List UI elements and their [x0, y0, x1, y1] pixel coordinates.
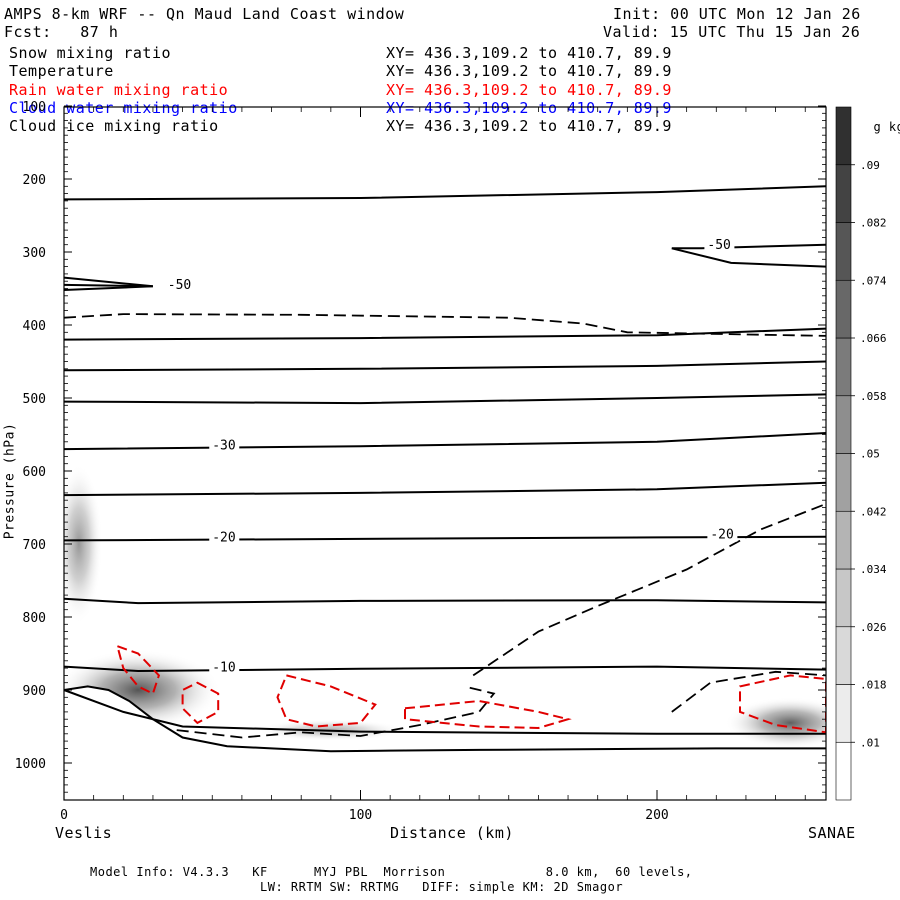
isotherm-label-2: -50	[707, 238, 730, 253]
plot-frame	[63, 106, 827, 801]
colorbar-bin-11	[835, 106, 852, 166]
valid-time: Valid: 15 UTC Thu 15 Jan 26	[603, 23, 861, 41]
colorbar-bin-1	[835, 684, 852, 743]
rain-contour-1	[181, 681, 220, 725]
colorbar-bin-10	[835, 164, 852, 223]
isotherm-line-13	[64, 689, 826, 735]
y-tick-label-7: 800	[23, 611, 46, 626]
isotherm-line-4	[64, 185, 826, 201]
colorbar-label-6: .058	[860, 390, 887, 403]
field-xy-rain: XY= 436.3,109.2 to 410.7, 89.9	[386, 81, 672, 99]
isotherm-line-12	[64, 665, 826, 673]
colorbar-label-1: .018	[860, 679, 887, 692]
isotherm-line-8	[64, 432, 826, 451]
dashed-line-1	[472, 503, 826, 677]
y-tick-label-0: 100	[23, 100, 46, 115]
isotherm-line-6	[64, 360, 826, 372]
isotherm-label-0: -50	[168, 278, 191, 293]
isotherm-line-11	[64, 597, 826, 605]
y-tick-label-5: 600	[23, 465, 46, 480]
right-endpoint-label: SANAE	[808, 824, 856, 842]
isotherm-label-bg-8	[209, 438, 240, 453]
y-tick-label-9: 1000	[15, 757, 46, 772]
field-xy-snow: XY= 436.3,109.2 to 410.7, 89.9	[386, 44, 672, 62]
colorbar-bin-8	[835, 279, 852, 339]
model-info-line2: LW: RRTM SW: RRTMG DIFF: simple KM: 2D S…	[260, 880, 624, 894]
rain-contour-3	[404, 699, 572, 730]
shaded-region-0	[64, 463, 103, 625]
x-tick-label-0: 0	[60, 808, 68, 823]
isotherm-line-1	[64, 276, 153, 291]
colorbar-label-9: .082	[860, 217, 887, 230]
colorbar-unit: g kg-1	[858, 104, 900, 134]
colorbar-label-0: .01	[860, 736, 880, 749]
dashed-label-1: -20	[710, 528, 733, 543]
field-name-rain: Rain water mixing ratio	[9, 81, 229, 99]
colorbar-label-4: .042	[860, 505, 887, 518]
isotherm-label-bg-2	[704, 237, 735, 252]
shaded-region-2	[725, 697, 826, 749]
colorbar-label-8: .074	[860, 274, 887, 287]
forecast-hour: Fcst: 87 h	[4, 23, 119, 41]
colorbar-label-5: .05	[860, 448, 880, 461]
y-tick-label-4: 500	[23, 392, 46, 407]
isotherm-line-7	[64, 393, 826, 405]
y-tick-label-2: 300	[23, 246, 46, 261]
isotherm-line-5	[64, 327, 826, 341]
y-tick-label-8: 900	[23, 684, 46, 699]
field-name-snow: Snow mixing ratio	[9, 44, 172, 62]
colorbar-bin-3	[835, 568, 852, 628]
x-axis-label: Distance (km)	[390, 824, 514, 842]
init-time: Init: 00 UTC Mon 12 Jan 26	[613, 5, 861, 23]
colorbar-bin-4	[835, 510, 852, 570]
chart-title: AMPS 8-km WRF -- Qn Maud Land Coast wind…	[4, 5, 405, 23]
rain-contour-2	[276, 674, 377, 728]
colorbar-label-2: .026	[860, 621, 887, 634]
rain-contour-4	[739, 674, 826, 734]
y-axis-label: Pressure (hPa)	[2, 422, 18, 540]
field-name-cloud-ice: Cloud ice mixing ratio	[9, 117, 219, 135]
isotherm-label-12: -10	[212, 661, 235, 676]
colorbar-bin-7	[835, 337, 852, 397]
colorbar-bin-6	[835, 395, 852, 454]
dashed-line-0	[64, 313, 826, 337]
field-xy-cloud-water: XY= 436.3,109.2 to 410.7, 89.9	[386, 99, 672, 117]
colorbar-label-10: .09	[860, 159, 880, 172]
isotherm-label-8: -30	[212, 439, 235, 454]
field-name-temperature: Temperature	[9, 62, 114, 80]
colorbar-bin-0	[835, 741, 852, 801]
y-tick-label-3: 400	[23, 319, 46, 334]
colorbar-bin-2	[835, 626, 852, 685]
isotherm-line-3	[671, 247, 826, 268]
isotherm-line-2	[671, 243, 826, 250]
colorbar-label-7: .066	[860, 332, 887, 345]
isotherm-line-9	[64, 481, 826, 497]
isotherm-label-bg-10	[209, 530, 240, 545]
x-tick-label-2: 200	[645, 808, 668, 823]
isotherm-label-10: -20	[212, 531, 235, 546]
colorbar-bin-9	[835, 222, 852, 281]
colorbar-bin-5	[835, 453, 852, 512]
dashed-line-3	[176, 685, 496, 739]
dashed-label-bg-1	[707, 527, 738, 542]
colorbar-unit-text: g kg	[873, 120, 900, 134]
y-tick-label-6: 700	[23, 538, 46, 553]
x-tick-label-1: 100	[349, 808, 372, 823]
isotherm-label-bg-12	[209, 660, 240, 675]
left-endpoint-label: Veslis	[55, 824, 113, 842]
dashed-line-2	[671, 670, 826, 713]
field-name-cloud-water: Cloud water mixing ratio	[9, 99, 238, 117]
field-xy-temperature: XY= 436.3,109.2 to 410.7, 89.9	[386, 62, 672, 80]
isotherm-label-bg-0	[164, 278, 195, 293]
colorbar-label-3: .034	[860, 563, 887, 576]
rain-contour-0	[115, 644, 161, 695]
terrain-line	[64, 685, 826, 753]
terrain-fill	[64, 686, 826, 800]
field-xy-cloud-ice: XY= 436.3,109.2 to 410.7, 89.9	[386, 117, 672, 135]
model-info-line1: Model Info: V4.3.3 KF MYJ PBL Morrison 8…	[90, 865, 693, 879]
y-tick-label-1: 200	[23, 173, 46, 188]
